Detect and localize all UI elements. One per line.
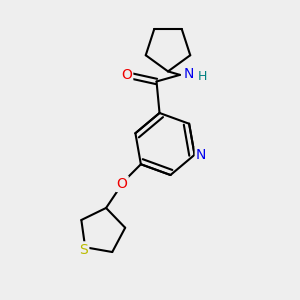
Text: N: N	[184, 67, 194, 81]
Text: O: O	[116, 177, 128, 191]
Text: S: S	[79, 243, 88, 257]
Text: N: N	[196, 148, 206, 162]
Text: H: H	[197, 70, 207, 83]
Text: O: O	[121, 68, 132, 82]
